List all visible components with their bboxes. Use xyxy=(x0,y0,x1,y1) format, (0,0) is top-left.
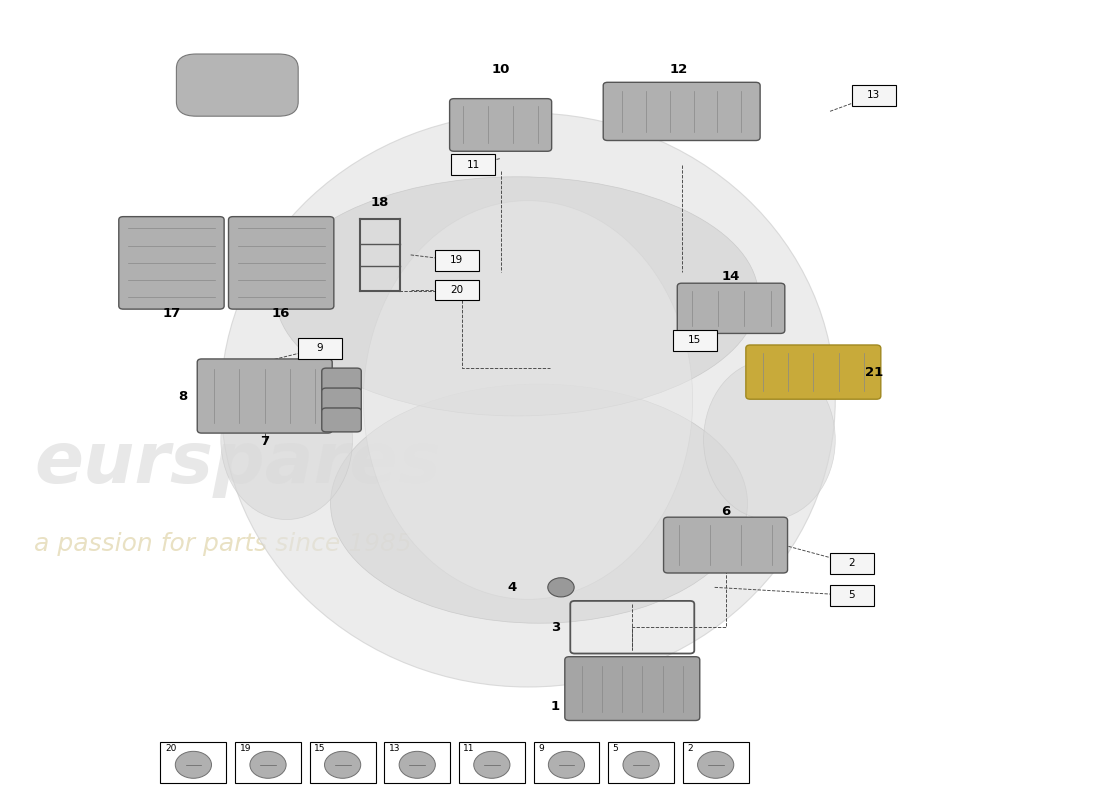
Bar xyxy=(608,742,674,783)
Bar xyxy=(434,280,478,300)
Text: a passion for parts since 1985: a passion for parts since 1985 xyxy=(34,531,412,555)
Text: 12: 12 xyxy=(669,62,688,76)
Text: 13: 13 xyxy=(867,90,880,101)
Text: 7: 7 xyxy=(261,435,270,448)
FancyBboxPatch shape xyxy=(322,408,361,432)
Text: 5: 5 xyxy=(613,744,618,754)
Bar xyxy=(459,742,525,783)
Text: 10: 10 xyxy=(492,62,509,76)
Text: 11: 11 xyxy=(466,160,480,170)
Text: 21: 21 xyxy=(865,366,883,378)
Ellipse shape xyxy=(276,177,759,416)
FancyBboxPatch shape xyxy=(564,657,700,721)
Bar xyxy=(161,742,227,783)
Circle shape xyxy=(548,578,574,597)
Ellipse shape xyxy=(704,360,835,519)
FancyBboxPatch shape xyxy=(450,98,551,151)
Ellipse shape xyxy=(399,751,436,778)
Text: 16: 16 xyxy=(272,307,290,321)
FancyBboxPatch shape xyxy=(176,54,298,116)
Ellipse shape xyxy=(697,751,734,778)
Bar xyxy=(829,553,873,574)
Text: 2: 2 xyxy=(848,558,855,569)
Ellipse shape xyxy=(474,751,510,778)
FancyBboxPatch shape xyxy=(603,82,760,141)
Text: 3: 3 xyxy=(551,621,560,634)
Bar xyxy=(451,154,495,175)
Ellipse shape xyxy=(221,113,835,687)
Text: 19: 19 xyxy=(450,255,463,266)
Bar xyxy=(298,338,341,358)
Text: 1: 1 xyxy=(551,701,560,714)
FancyBboxPatch shape xyxy=(229,217,333,309)
FancyBboxPatch shape xyxy=(322,368,361,392)
FancyBboxPatch shape xyxy=(197,359,332,433)
FancyBboxPatch shape xyxy=(119,217,224,309)
FancyBboxPatch shape xyxy=(746,345,881,399)
Text: 15: 15 xyxy=(689,335,702,346)
Text: 20: 20 xyxy=(450,285,463,295)
Ellipse shape xyxy=(623,751,659,778)
Bar xyxy=(235,742,301,783)
Text: 14: 14 xyxy=(722,270,740,283)
Text: 5: 5 xyxy=(848,590,855,600)
Ellipse shape xyxy=(363,201,693,599)
Text: 18: 18 xyxy=(371,196,389,209)
Ellipse shape xyxy=(331,384,748,623)
Text: 13: 13 xyxy=(388,744,400,754)
Bar xyxy=(310,742,375,783)
Text: 9: 9 xyxy=(538,744,543,754)
Ellipse shape xyxy=(549,751,584,778)
Bar xyxy=(683,742,749,783)
Ellipse shape xyxy=(250,751,286,778)
Bar xyxy=(534,742,600,783)
Text: 2: 2 xyxy=(688,744,693,754)
Bar xyxy=(851,85,895,106)
FancyBboxPatch shape xyxy=(322,388,361,412)
FancyBboxPatch shape xyxy=(678,283,784,334)
Text: 9: 9 xyxy=(317,343,323,353)
Bar xyxy=(384,742,450,783)
FancyBboxPatch shape xyxy=(663,517,788,573)
Text: eurspares: eurspares xyxy=(34,430,441,498)
Text: 4: 4 xyxy=(507,581,516,594)
Bar xyxy=(829,585,873,606)
Ellipse shape xyxy=(221,360,352,519)
Bar xyxy=(673,330,717,350)
Text: 6: 6 xyxy=(720,505,730,518)
Text: 15: 15 xyxy=(315,744,326,754)
Text: 17: 17 xyxy=(163,307,180,321)
Text: 8: 8 xyxy=(178,390,187,402)
Text: 19: 19 xyxy=(240,744,251,754)
Text: 20: 20 xyxy=(165,744,176,754)
Bar xyxy=(434,250,478,271)
Text: 11: 11 xyxy=(463,744,475,754)
Ellipse shape xyxy=(324,751,361,778)
Ellipse shape xyxy=(175,751,211,778)
